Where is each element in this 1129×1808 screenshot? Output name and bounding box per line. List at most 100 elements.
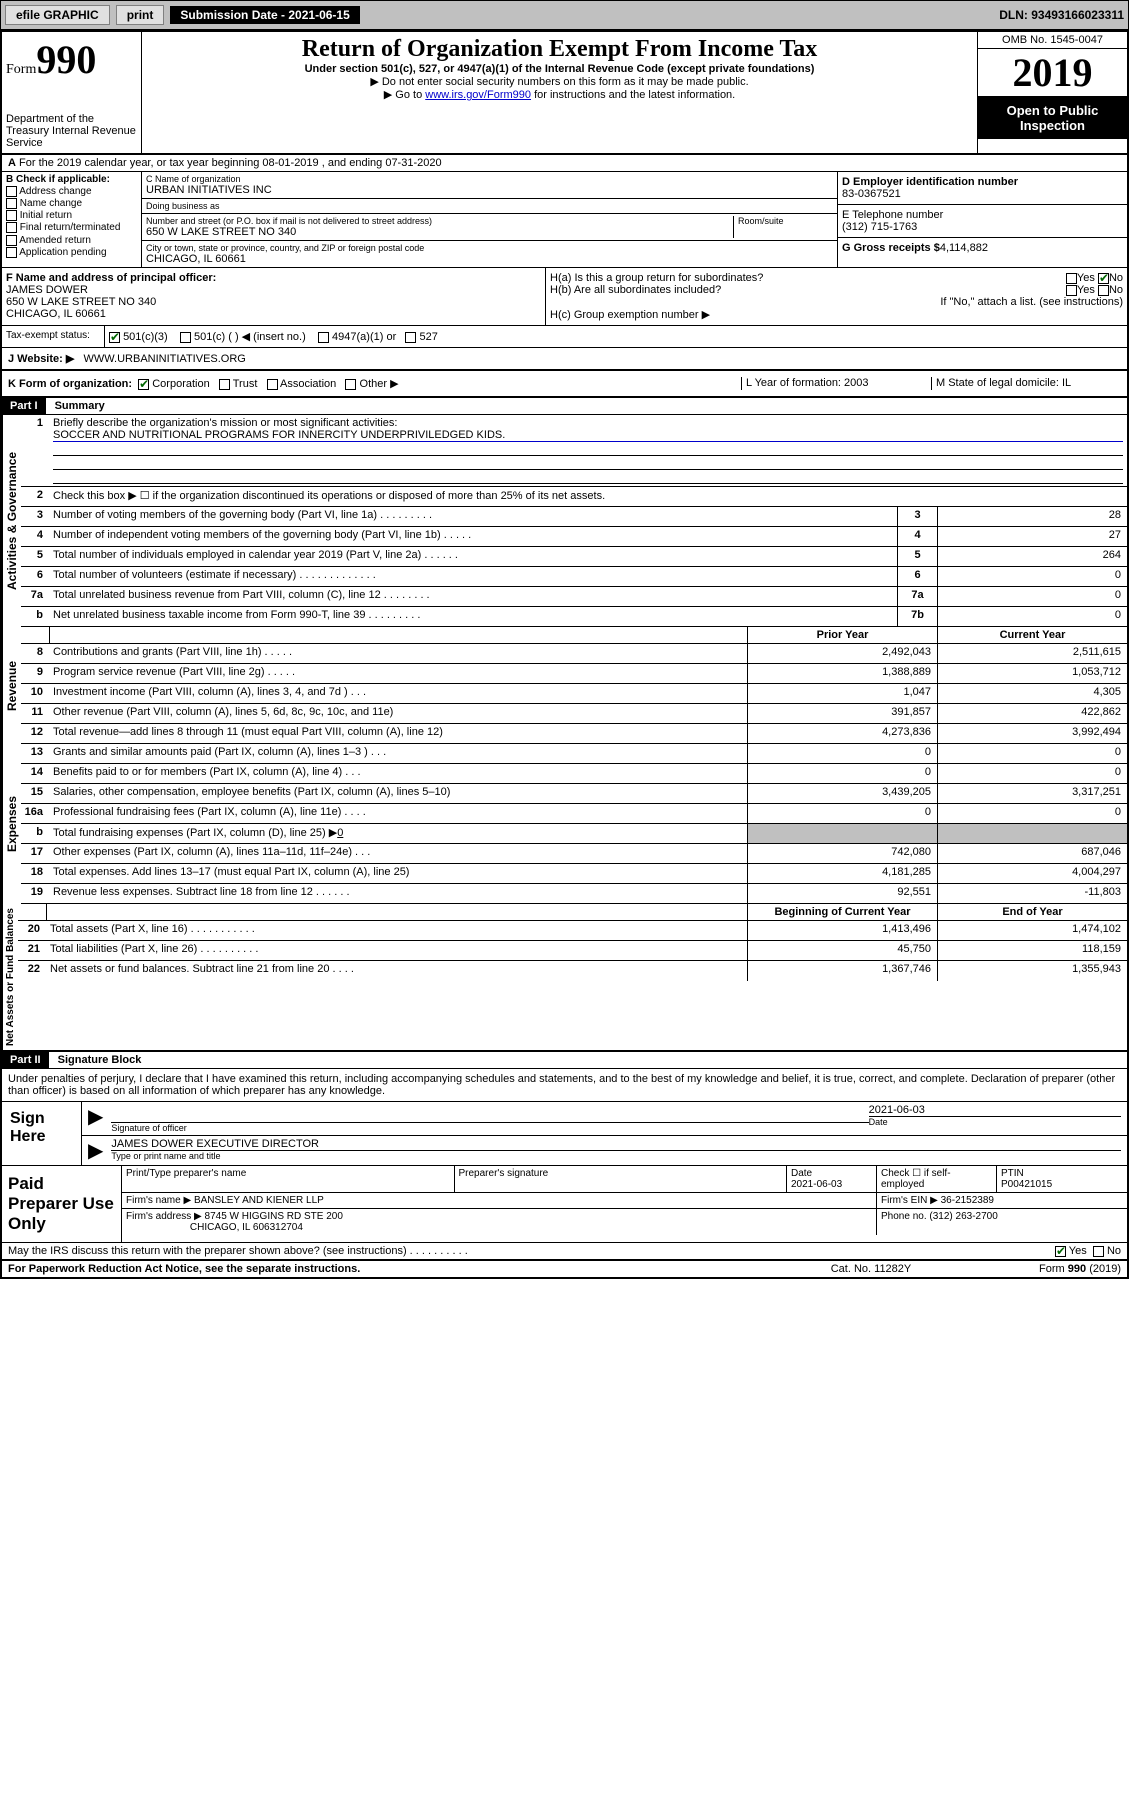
website-row: J Website: ▶ WWW.URBANINITIATIVES.ORG: [2, 348, 1127, 371]
prep-sig-label: Preparer's signature: [455, 1166, 788, 1192]
firm-ein: 36-2152389: [941, 1195, 994, 1206]
website-value: WWW.URBANINITIATIVES.ORG: [84, 353, 246, 365]
row-f-h: F Name and address of principal officer:…: [2, 268, 1127, 326]
form-word: Form: [6, 62, 36, 77]
col-d: D Employer identification number 83-0367…: [837, 172, 1127, 267]
paid-preparer-block: Paid Preparer Use Only Print/Type prepar…: [2, 1166, 1127, 1243]
line-6: Total number of volunteers (estimate if …: [49, 567, 897, 586]
chk-discuss-yes[interactable]: [1055, 1246, 1066, 1257]
officer-name: JAMES DOWER: [6, 284, 88, 296]
officer-name-title: JAMES DOWER EXECUTIVE DIRECTOR: [111, 1138, 1121, 1150]
identification-block: B Check if applicable: Address change Na…: [2, 172, 1127, 268]
col-b-checkboxes: B Check if applicable: Address change Na…: [2, 172, 142, 267]
org-name-label: C Name of organization: [146, 174, 833, 184]
part-1-label: Part I: [2, 398, 46, 414]
line-20: Total assets (Part X, line 16) . . . . .…: [46, 921, 747, 940]
chk-name-change[interactable]: Name change: [6, 198, 137, 209]
status-options: 501(c)(3) 501(c) ( ) ◀ (insert no.) 4947…: [105, 326, 1127, 347]
line-2: Check this box ▶ ☐ if the organization d…: [49, 487, 1127, 506]
chk-4947[interactable]: [318, 332, 329, 343]
chk-527[interactable]: [405, 332, 416, 343]
city-label: City or town, state or province, country…: [146, 243, 833, 253]
sig-date: 2021-06-03: [869, 1104, 1121, 1116]
open-to-public: Open to Public Inspection: [978, 97, 1127, 139]
end-year-head: End of Year: [937, 904, 1127, 920]
chk-assoc[interactable]: [267, 379, 278, 390]
part-2-header: Part II Signature Block: [2, 1052, 1127, 1069]
part-2-title: Signature Block: [52, 1052, 148, 1068]
line-4: Number of independent voting members of …: [49, 527, 897, 546]
header-right: OMB No. 1545-0047 2019 Open to Public In…: [977, 32, 1127, 153]
line-7b-val: 0: [937, 607, 1127, 626]
form-subtitle: Under section 501(c), 527, or 4947(a)(1)…: [146, 63, 973, 75]
col-h: H(a) Is this a group return for subordin…: [546, 268, 1127, 325]
prior-year-head: Prior Year: [747, 627, 937, 643]
form-990: Form990 Department of the Treasury Inter…: [0, 30, 1129, 1279]
col-c: C Name of organization URBAN INITIATIVES…: [142, 172, 837, 267]
ptin-value: P00421015: [1001, 1179, 1052, 1190]
current-year-head: Current Year: [937, 627, 1127, 643]
sig-intro: Under penalties of perjury, I declare th…: [2, 1069, 1127, 1102]
chk-address-change[interactable]: Address change: [6, 186, 137, 197]
chk-final-return[interactable]: Final return/terminated: [6, 222, 137, 233]
net-assets-section: Net Assets or Fund Balances Beginning of…: [2, 904, 1127, 1052]
org-name: URBAN INITIATIVES INC: [146, 184, 833, 196]
chk-other[interactable]: [345, 379, 356, 390]
chk-501c[interactable]: [180, 332, 191, 343]
line-7b: Net unrelated business taxable income fr…: [49, 607, 897, 626]
tax-exempt-status-row: Tax-exempt status: 501(c)(3) 501(c) ( ) …: [2, 326, 1127, 348]
line-16b: Total fundraising expenses (Part IX, col…: [49, 824, 747, 843]
chk-discuss-no[interactable]: [1093, 1246, 1104, 1257]
print-button[interactable]: print: [116, 5, 165, 25]
officer-label: F Name and address of principal officer:: [6, 272, 216, 284]
chk-501c3[interactable]: [109, 332, 120, 343]
part-1-title: Summary: [49, 398, 111, 414]
line-14: Benefits paid to or for members (Part IX…: [49, 764, 747, 783]
sign-here-label: Sign Here: [2, 1102, 82, 1165]
footer: For Paperwork Reduction Act Notice, see …: [2, 1261, 1127, 1277]
firm-name-label: Firm's name ▶: [126, 1195, 191, 1206]
efile-button[interactable]: efile GRAPHIC: [5, 5, 110, 25]
h-b: H(b) Are all subordinates included?: [550, 284, 721, 296]
line-3-val: 28: [937, 507, 1127, 526]
chk-initial-return[interactable]: Initial return: [6, 210, 137, 221]
officer-addr2: CHICAGO, IL 60661: [6, 308, 106, 320]
line-16a: Professional fundraising fees (Part IX, …: [49, 804, 747, 823]
line-8: Contributions and grants (Part VIII, lin…: [49, 644, 747, 663]
prep-date-label: Date: [791, 1168, 812, 1179]
dba-label: Doing business as: [146, 201, 833, 211]
firm-ein-label: Firm's EIN ▶: [881, 1195, 938, 1206]
city-value: CHICAGO, IL 60661: [146, 253, 833, 265]
chk-trust[interactable]: [219, 379, 230, 390]
instruction-1: ▶ Do not enter social security numbers o…: [146, 75, 973, 88]
chk-amended-return[interactable]: Amended return: [6, 235, 137, 246]
chk-application-pending[interactable]: Application pending: [6, 247, 137, 258]
prep-name-label: Print/Type preparer's name: [122, 1166, 455, 1192]
phone-label: E Telephone number: [842, 209, 1123, 221]
instruction-2: ▶ Go to www.irs.gov/Form990 for instruct…: [146, 88, 973, 101]
paid-preparer-label: Paid Preparer Use Only: [2, 1166, 122, 1242]
form-footer: Form 990 (2019): [971, 1263, 1121, 1275]
irs-link[interactable]: www.irs.gov/Form990: [425, 89, 531, 101]
phone-value: (312) 715-1763: [842, 221, 1123, 233]
gross-value: 4,114,882: [940, 242, 988, 254]
line-18: Total expenses. Add lines 13–17 (must eq…: [49, 864, 747, 883]
ein-value: 83-0367521: [842, 188, 1123, 200]
sig-officer-label: Signature of officer: [111, 1122, 868, 1133]
line-3: Number of voting members of the governin…: [49, 507, 897, 526]
col-b-label: B Check if applicable:: [6, 174, 110, 185]
part-1-header: Part I Summary: [2, 398, 1127, 415]
h-a: H(a) Is this a group return for subordin…: [550, 272, 763, 284]
governance-section: Activities & Governance 1Briefly describ…: [2, 415, 1127, 627]
state-domicile: M State of legal domicile: IL: [931, 377, 1121, 390]
h-b-note: If "No," attach a list. (see instruction…: [550, 296, 1123, 308]
website-label: J Website: ▶: [8, 353, 74, 365]
part-2-label: Part II: [2, 1052, 49, 1068]
ptin-label: PTIN: [1001, 1168, 1024, 1179]
line-12: Total revenue—add lines 8 through 11 (mu…: [49, 724, 747, 743]
street-label: Number and street (or P.O. box if mail i…: [146, 216, 733, 226]
chk-corp[interactable]: [138, 379, 149, 390]
line-6-val: 0: [937, 567, 1127, 586]
ein-label: D Employer identification number: [842, 176, 1018, 188]
line-5: Total number of individuals employed in …: [49, 547, 897, 566]
